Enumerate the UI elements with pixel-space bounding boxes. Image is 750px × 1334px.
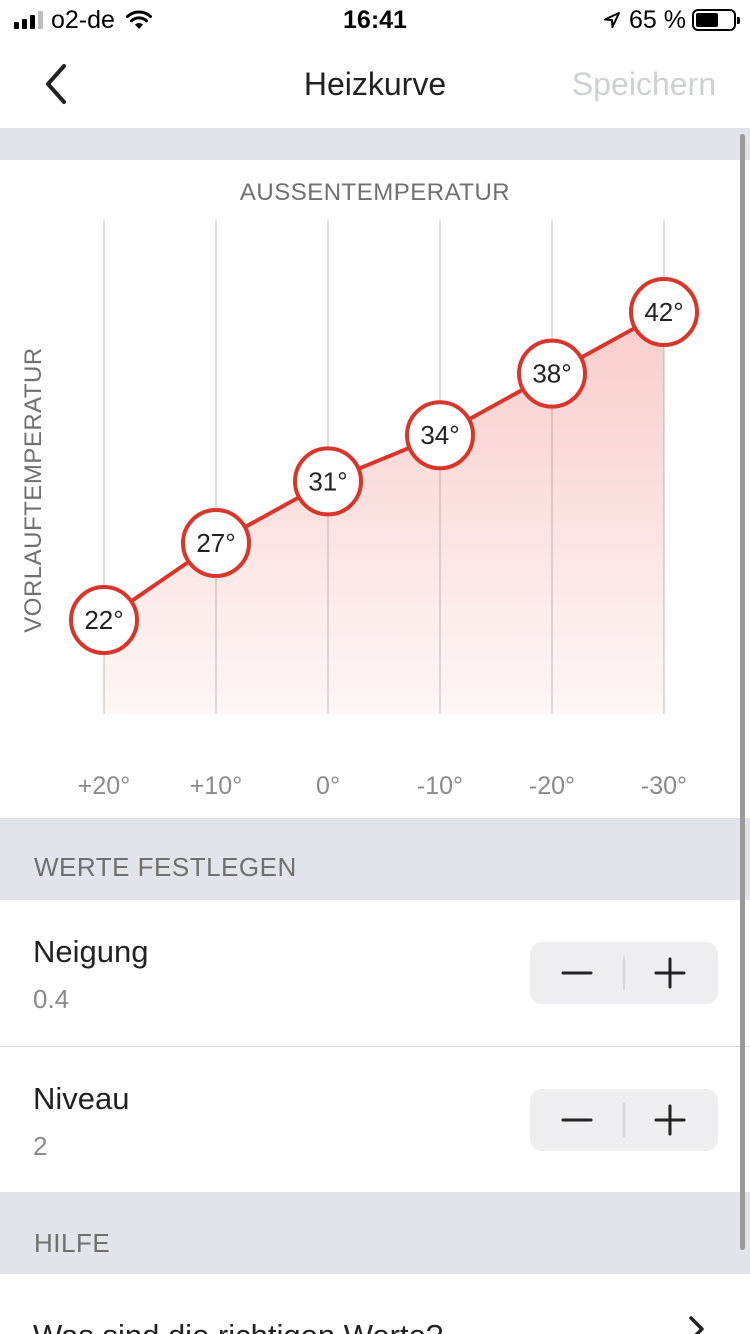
chevron-right-icon [689, 1316, 704, 1334]
data-label: 27° [196, 528, 235, 558]
x-tick-labels: +20° +10° 0° -10° -20° -30° [78, 772, 687, 800]
x-tick-label: +10° [190, 772, 242, 800]
data-point [181, 508, 251, 578]
stepper-separator [623, 956, 625, 990]
data-label: 31° [308, 466, 347, 496]
data-label: 22° [84, 605, 123, 635]
battery-fill [696, 13, 719, 27]
status-bar: o2-de 16:41 65 % [0, 0, 750, 42]
page-title: Heizkurve [303, 66, 447, 102]
setting-row-niveau: Niveau 2 [0, 1047, 750, 1193]
top-separator-band [0, 128, 750, 160]
increment-button[interactable] [625, 942, 718, 1004]
help-list-item[interactable]: Was sind die richtigen Werte? [0, 1274, 750, 1334]
data-point [629, 277, 699, 347]
heating-curve-chart: AUSSENTEMPERATUR VORLAUFTEMPERATUR 22° 27… [0, 160, 750, 818]
data-label: 38° [532, 359, 571, 389]
x-axis-label: AUSSENTEMPERATUR [240, 179, 510, 206]
decrement-button[interactable] [530, 942, 623, 1004]
x-tick-label: -10° [417, 772, 463, 800]
navigation-bar: Heizkurve Speichern [0, 42, 750, 128]
data-point [69, 585, 139, 655]
wifi-icon [125, 10, 152, 29]
row-divider [0, 1046, 750, 1047]
setting-value: 0.4 [33, 984, 70, 1014]
stepper-separator [623, 1103, 625, 1137]
cellular-signal-icon [14, 11, 43, 29]
x-tick-label: +20° [78, 772, 130, 800]
setting-row-neigung: Neigung 0.4 [0, 900, 750, 1046]
settings-section-header: WERTE FESTLEGEN [0, 818, 750, 900]
heating-curve-svg: AUSSENTEMPERATUR VORLAUFTEMPERATUR 22° 27… [20, 179, 699, 800]
back-chevron-icon[interactable] [30, 56, 86, 112]
curve-points: 22° 27° 31° 34° 38° 42° [69, 277, 699, 655]
carrier-name: o2-de [51, 5, 115, 34]
setting-value: 2 [33, 1131, 48, 1161]
status-left: o2-de [14, 6, 153, 34]
battery-percent: 65 % [629, 5, 686, 34]
area-fill [104, 312, 664, 714]
data-label: 34° [420, 420, 459, 450]
data-label: 42° [644, 297, 683, 327]
x-tick-label: -30° [641, 772, 687, 800]
setting-label: Niveau [33, 1081, 130, 1116]
x-tick-label: -20° [529, 772, 575, 800]
data-point [517, 338, 587, 409]
setting-label: Neigung [33, 934, 149, 969]
help-item-label: Was sind die richtigen Werte? [33, 1318, 443, 1334]
niveau-stepper [530, 1089, 718, 1151]
help-section-header: HILFE [0, 1192, 750, 1274]
increment-button[interactable] [625, 1089, 718, 1151]
status-time: 16:41 [343, 6, 407, 34]
curve-area [104, 312, 664, 714]
scrollbar[interactable] [740, 134, 745, 1250]
data-point [293, 446, 363, 517]
y-axis-label: VORLAUFTEMPERATUR [20, 347, 47, 632]
help-section-title: HILFE [34, 1228, 111, 1258]
neigung-stepper [530, 942, 718, 1004]
save-button[interactable]: Speichern [571, 66, 716, 102]
battery-icon [692, 9, 740, 31]
status-right: 65 % [603, 5, 740, 34]
settings-section-title: WERTE FESTLEGEN [34, 852, 297, 882]
decrement-button[interactable] [530, 1089, 623, 1151]
x-tick-label: 0° [316, 772, 340, 800]
data-point [405, 400, 475, 471]
location-arrow-icon [604, 12, 621, 28]
